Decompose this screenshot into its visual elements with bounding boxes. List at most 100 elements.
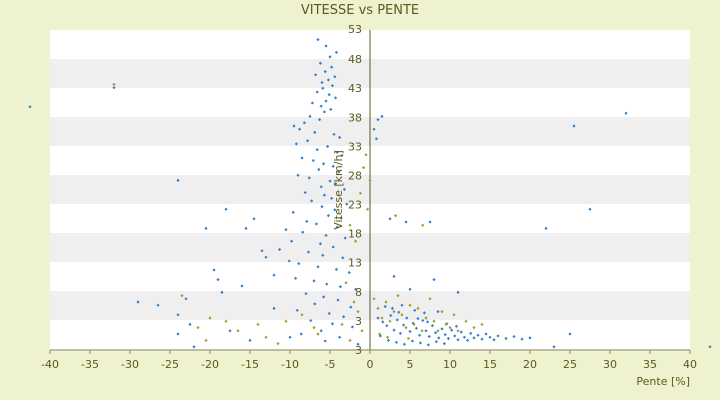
data-point — [204, 226, 208, 230]
x-tick-label: -30 — [121, 358, 139, 371]
data-point — [331, 164, 335, 168]
data-point — [297, 262, 301, 266]
y-tick-label: 33 — [348, 140, 362, 153]
data-point — [356, 342, 360, 346]
data-point — [345, 202, 349, 206]
data-point — [298, 127, 302, 131]
data-point — [430, 324, 434, 328]
data-point — [322, 110, 326, 114]
data-point — [454, 324, 458, 328]
data-point — [292, 124, 296, 128]
data-point — [338, 285, 342, 289]
data-point — [453, 334, 457, 338]
data-point — [310, 101, 314, 105]
data-point — [416, 306, 420, 310]
data-point — [380, 114, 384, 118]
data-point — [444, 322, 448, 326]
data-point — [326, 144, 330, 149]
data-point — [204, 338, 208, 342]
y-tick-label: 8 — [355, 286, 362, 299]
data-point — [354, 239, 358, 243]
data-point — [315, 148, 319, 152]
data-point — [320, 205, 324, 209]
data-point — [248, 338, 252, 342]
data-point — [314, 73, 318, 77]
data-point — [456, 290, 460, 294]
data-point — [354, 287, 358, 291]
data-point — [406, 336, 410, 341]
data-point — [448, 326, 452, 330]
data-point — [321, 253, 325, 257]
data-point — [332, 132, 336, 136]
data-point — [428, 220, 432, 224]
data-point — [378, 334, 382, 338]
data-point — [437, 336, 441, 340]
data-point — [321, 86, 325, 90]
data-point — [307, 176, 311, 180]
data-point — [331, 245, 335, 249]
data-point — [340, 153, 344, 158]
x-tick-label: -15 — [241, 358, 259, 371]
data-point — [192, 345, 196, 349]
data-point — [464, 319, 468, 323]
data-point — [294, 142, 298, 146]
data-point — [400, 303, 404, 307]
data-point — [309, 318, 313, 323]
data-point — [504, 336, 508, 341]
data-point — [224, 207, 228, 211]
data-point — [300, 313, 304, 317]
data-point — [350, 325, 354, 329]
data-point — [442, 342, 446, 346]
data-point — [319, 329, 323, 333]
data-point — [388, 319, 392, 323]
data-point — [312, 279, 316, 283]
data-point — [176, 332, 180, 336]
data-point — [264, 335, 268, 339]
data-point — [184, 297, 188, 301]
x-tick-label: 0 — [367, 358, 374, 371]
data-point — [301, 230, 305, 234]
data-point — [188, 322, 192, 326]
data-point — [335, 150, 339, 154]
data-point — [333, 208, 337, 212]
data-point — [413, 308, 417, 312]
data-point — [388, 217, 392, 221]
data-point — [342, 315, 346, 319]
data-point — [374, 137, 378, 141]
data-point — [385, 324, 389, 328]
data-point — [326, 78, 330, 82]
data-point — [327, 93, 331, 97]
data-point — [418, 341, 422, 345]
data-point — [368, 178, 372, 182]
data-point — [568, 332, 572, 336]
data-point — [306, 139, 310, 143]
x-tick-label: 5 — [407, 358, 414, 371]
data-point — [372, 297, 376, 301]
data-point — [588, 207, 592, 211]
data-point — [313, 302, 317, 306]
data-point — [386, 338, 390, 342]
data-point — [440, 310, 444, 314]
data-point — [284, 319, 288, 323]
data-point — [376, 118, 380, 122]
data-point — [390, 306, 394, 310]
data-point — [264, 255, 268, 259]
data-point — [372, 127, 376, 131]
data-point — [358, 191, 362, 195]
data-point — [136, 300, 140, 304]
data-point — [180, 294, 184, 298]
data-point — [306, 250, 310, 254]
data-point — [317, 167, 321, 172]
data-point — [272, 273, 276, 277]
y-tick-label: 3 — [355, 315, 362, 328]
data-point — [224, 319, 228, 323]
data-point — [112, 82, 116, 86]
data-point — [412, 322, 416, 326]
data-point — [480, 337, 484, 341]
data-point — [335, 225, 339, 229]
data-point — [384, 300, 388, 304]
data-point — [328, 55, 332, 59]
data-point — [156, 303, 160, 307]
data-point — [402, 323, 406, 327]
